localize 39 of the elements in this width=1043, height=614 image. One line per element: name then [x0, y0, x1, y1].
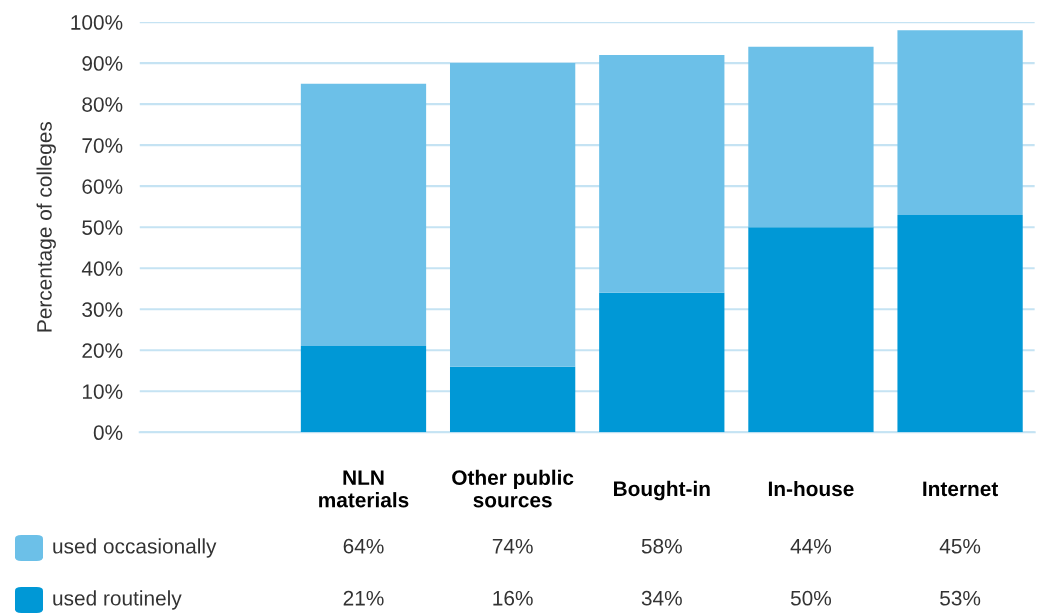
- y-tick-label: 100%: [71, 15, 123, 30]
- bar: [897, 30, 1023, 215]
- y-tick-label: 10%: [82, 384, 123, 399]
- data-label: 64%: [343, 538, 384, 554]
- y-tick-label: 70%: [82, 138, 123, 153]
- y-tick-label: 50%: [82, 220, 123, 235]
- bar: [748, 227, 874, 433]
- x-tick-label: Internet: [923, 481, 999, 497]
- bar: [449, 366, 576, 433]
- data-label: 45%: [939, 538, 981, 554]
- y-tick-label: 30%: [82, 302, 123, 317]
- data-label: 58%: [641, 538, 682, 554]
- data-label: 53%: [940, 590, 981, 606]
- data-label: 34%: [641, 590, 682, 606]
- y-axis-title: Percentage of colleges: [36, 121, 56, 332]
- legend-label: used occasionally: [53, 538, 217, 558]
- bar: [897, 214, 1023, 433]
- y-tick-label: 60%: [82, 179, 123, 194]
- y-tick-label: 20%: [82, 343, 123, 358]
- bar: [748, 46, 874, 228]
- bar: [599, 292, 725, 433]
- y-tick-label: 40%: [81, 261, 123, 276]
- data-label: 50%: [790, 590, 832, 606]
- x-tick-label: Other public sources: [452, 469, 574, 508]
- bar: [599, 54, 725, 293]
- y-tick-label: 90%: [82, 56, 123, 71]
- x-tick-label: In-house: [768, 480, 854, 497]
- bar: [449, 63, 576, 367]
- y-tick-label: 80%: [82, 97, 123, 112]
- y-tick-label: 0%: [93, 425, 123, 441]
- bar: [300, 83, 427, 347]
- data-label: 21%: [343, 590, 384, 606]
- legend-label: used routinely: [53, 590, 182, 610]
- data-label: 44%: [790, 538, 832, 554]
- data-label: 16%: [493, 590, 533, 606]
- data-label: 74%: [492, 538, 533, 554]
- x-tick-label: Bought-in: [614, 480, 710, 501]
- x-tick-label: NLN materials: [319, 470, 409, 508]
- bar: [300, 346, 427, 433]
